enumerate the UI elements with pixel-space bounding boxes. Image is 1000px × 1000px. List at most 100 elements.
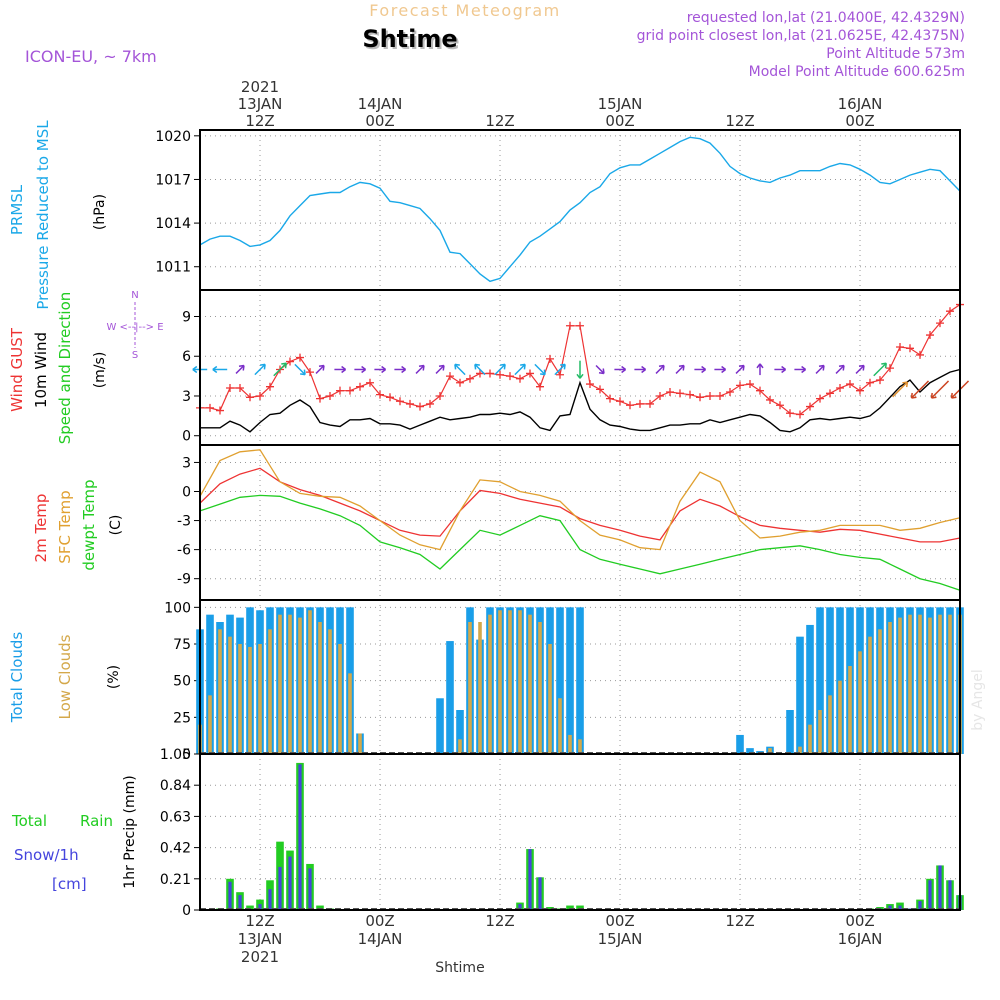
gust-marker [726,388,734,397]
wind-arrow [474,363,486,376]
wind-arrow [494,363,506,376]
wind-arrow-head [858,364,865,371]
total-clouds-label: Total Clouds [8,632,26,724]
low-cloud-bar [918,614,922,754]
panel-clouds: 0 25 50 75 100 [164,600,964,763]
gust-marker [216,406,224,415]
gust-marker [936,319,944,328]
panel-wind: 0 3 6 9 [182,290,970,445]
bottom-hour-label: 00Z [845,912,874,930]
low-cloud-bar [528,614,532,754]
low-cloud-bar [798,746,802,754]
rain-bar [246,905,254,910]
point-altitude: Point Altitude 573m [826,46,965,62]
gust-marker [236,384,244,393]
panel-precip: 0 0.21 0.42 0.63 0.84 1.05 [160,747,964,919]
header: Forecast Meteogram Shtime Shtime ICON-EU… [25,1,965,80]
wind-arrow-head [212,365,218,374]
gust-marker [826,389,834,398]
rain-label: Rain [80,812,113,830]
gust-marker [766,395,774,404]
low-cloud-bar [268,629,272,754]
top-hour-label: 12Z [245,112,274,130]
low-cloud-bar [458,739,462,754]
low-cloud-bar [478,622,482,754]
low-cloud-bar [768,748,772,754]
y-tick-label: 1020 [155,129,191,145]
low-cloud-bar [318,622,322,754]
pressure-sublabel: Pressure Reduced to MSL [34,120,52,310]
low-cloud-bar [468,622,472,754]
series-line [200,304,961,416]
wind-arrow-head [801,365,807,374]
panel-border-pressure [199,129,961,291]
low-cloud-bar [488,614,492,754]
panel-pressure: 1011 1014 1017 1020 [155,129,961,290]
series-line [200,368,961,433]
snow-unit-label: [cm] [52,875,87,893]
series-line [199,494,961,591]
gust-marker [736,381,744,390]
gust-marker [576,321,584,330]
wind-arrow-head [701,365,707,374]
low-cloud-bar [208,695,212,754]
wind-arrow-head [621,365,627,374]
gust-marker [486,369,494,378]
y-tick-label: 0 [182,429,191,445]
y-tick-label: -3 [177,514,191,530]
temp-unit: (C) [108,515,124,536]
wind-arrow [454,363,466,376]
gust-marker [656,391,664,400]
gust-marker [536,382,544,391]
top-date-label: 14JAN [358,95,403,113]
gust-marker [796,410,804,419]
y-tick-label: 25 [173,710,191,726]
series-line [199,467,961,543]
wind-arrow [294,363,306,376]
low-cloud-bar [288,614,292,754]
location-title: Shtime [362,25,457,53]
low-cloud-bar [848,666,852,754]
low-cloud-bar [308,610,312,754]
gust-marker [646,399,654,408]
wind-arrow [235,364,245,374]
y-tick-label: 50 [173,674,191,690]
total-cloud-bar [206,614,214,754]
wind-arrow-head [818,364,825,371]
low-cloud-bar [828,695,832,754]
gust-marker [466,374,474,383]
low-cloud-bar [278,614,282,754]
low-cloud-bar [808,724,812,754]
gust-marker [226,384,234,393]
snow-bar [538,877,542,910]
wind-arrow-head [658,364,665,371]
wind-arrow-head [910,392,917,399]
y-tick-label: 0.21 [160,872,191,888]
low-cloud-bar [868,636,872,754]
gust-marker [676,389,684,398]
clouds-unit: (%) [106,665,122,689]
gust-marker [256,391,264,400]
bottom-hour-label: 00Z [365,912,394,930]
wind-arrow-head [381,365,387,374]
gust-marker [396,397,404,406]
year-label-top: 2021 [241,78,279,96]
low-cloud-bar [328,629,332,754]
low-cloud-bar [358,733,362,754]
low-cloud-bar [898,617,902,754]
gust-marker [836,384,844,393]
wind-arrow-head [192,365,198,374]
total-cloud-bar [826,607,834,754]
wind-arrow-head [781,365,787,374]
gust-marker [686,390,694,399]
wind-arrow-head [756,363,764,369]
y-tick-label: 0.84 [160,778,191,794]
gust-marker [806,402,814,411]
low-cloud-bar [948,614,952,754]
wind-arrow-head [540,369,546,376]
compass: NW <--|--> ES [106,290,163,361]
gust-marker [666,388,674,397]
